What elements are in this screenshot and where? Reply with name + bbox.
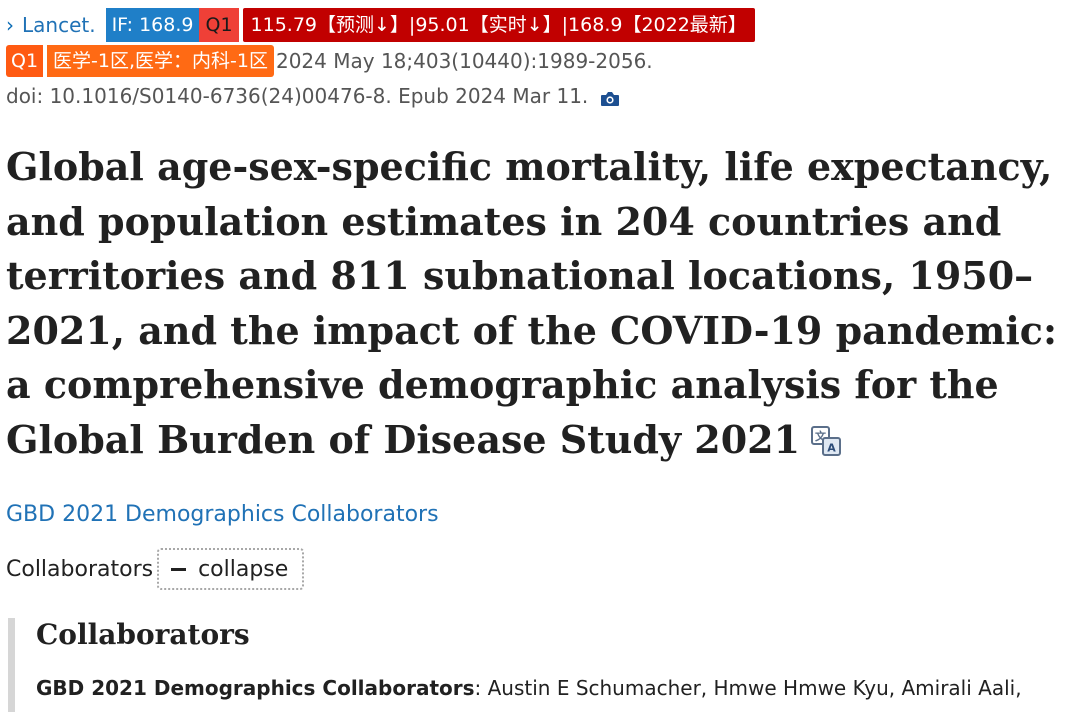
collaborators-row: Collaborators collapse	[6, 548, 305, 590]
citation-line: Q1 医学-1区,医学：内科-1区 2024 May 18;403(10440)…	[6, 44, 653, 78]
journal-line: › Lancet. IF: 168.9 Q1 115.79【预测↓】|95.01…	[6, 7, 755, 43]
impact-prediction-badge: 115.79【预测↓】|95.01【实时↓】|168.9【2022最新】	[242, 8, 755, 42]
collapse-label: collapse	[198, 556, 289, 582]
svg-text:A: A	[827, 441, 836, 454]
journal-link[interactable]: Lancet.	[22, 13, 96, 37]
quartile-badge: Q1	[199, 8, 239, 42]
collaborators-panel: Collaborators GBD 2021 Demographics Coll…	[8, 618, 1068, 712]
collaborators-label: Collaborators	[6, 556, 154, 582]
collaborators-names: : Austin E Schumacher, Hmwe Hmwe Kyu, Am…	[474, 676, 1022, 700]
collaborators-list: GBD 2021 Demographics Collaborators: Aus…	[36, 676, 1022, 700]
doi-text: doi: 10.1016/S0140-6736(24)00476-8. Epub…	[6, 84, 589, 108]
collaborators-heading: Collaborators	[36, 618, 250, 651]
doi-line: doi: 10.1016/S0140-6736(24)00476-8. Epub…	[6, 84, 620, 108]
author-group-link[interactable]: GBD 2021 Demographics Collaborators	[6, 502, 439, 527]
collapse-button[interactable]: collapse	[157, 548, 305, 590]
article-title: Global age-sex-specific mortality, life …	[6, 140, 1066, 471]
minus-icon	[171, 567, 187, 571]
quartile-badge-2: Q1	[6, 45, 44, 77]
camera-icon[interactable]	[600, 88, 620, 106]
article-title-text: Global age-sex-specific mortality, life …	[6, 144, 1057, 462]
impact-factor-badge: IF: 168.9	[105, 8, 200, 42]
collaborators-group-name: GBD 2021 Demographics Collaborators	[36, 676, 475, 700]
translate-icon[interactable]: 文 A	[810, 417, 842, 472]
citation-details: 2024 May 18;403(10440):1989-2056.	[275, 49, 653, 73]
cas-zone-badge: 医学-1区,医学：内科-1区	[47, 45, 274, 77]
chevron-right-icon[interactable]: ›	[6, 13, 14, 37]
